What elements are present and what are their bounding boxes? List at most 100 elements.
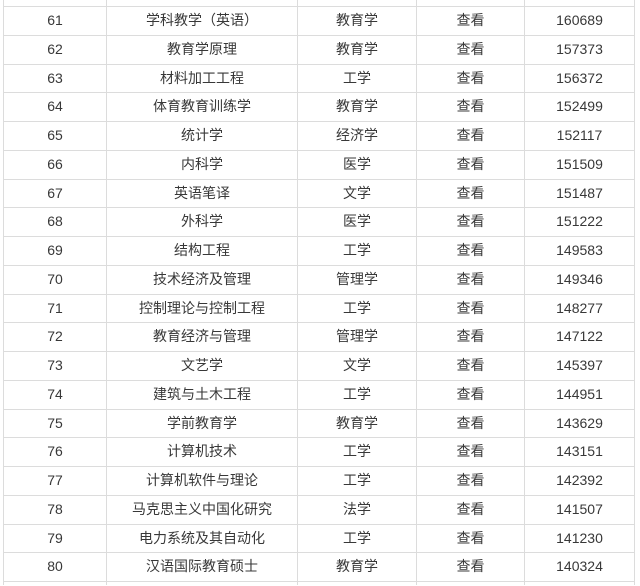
view-cell: 查看 (417, 93, 525, 122)
view-cell: 查看 (417, 208, 525, 237)
count-cell: 151222 (525, 208, 635, 237)
count-cell: 149346 (525, 265, 635, 295)
empty-cell (3, 0, 107, 7)
view-link[interactable]: 查看 (456, 443, 485, 460)
table-row: 63 材料加工工程 工学 查看 156372 (3, 64, 635, 94)
view-link[interactable]: 查看 (456, 98, 485, 115)
rank-cell: 79 (3, 524, 107, 554)
category-cell: 工学 (298, 438, 417, 467)
table-row: 67 英语笔译 文学 查看 151487 (3, 179, 635, 209)
major-cell: 内科学 (107, 150, 298, 180)
view-link[interactable]: 查看 (456, 270, 485, 287)
category-cell: 管理学 (298, 265, 417, 295)
category-cell: 教育学 (298, 553, 417, 582)
majors-ranking-table: 61 学科教学（英语） 教育学 查看 160689 62 教育学原理 教育学 查… (3, 0, 635, 585)
category-cell: 法学 (298, 495, 417, 525)
count-cell: 143629 (525, 409, 635, 439)
category-cell: 教育学 (298, 93, 417, 122)
major-cell: 文艺学 (107, 352, 298, 381)
major-cell: 计算机软件与理论 (107, 467, 298, 496)
category-cell: 工学 (298, 237, 417, 266)
view-link[interactable]: 查看 (456, 328, 485, 345)
view-link[interactable]: 查看 (456, 529, 485, 546)
rank-cell: 64 (3, 93, 107, 122)
table-row: 64 体育教育训练学 教育学 查看 152499 (3, 93, 635, 122)
empty-cell (107, 582, 298, 585)
table-row: 65 统计学 经济学 查看 152117 (3, 122, 635, 151)
category-cell: 教育学 (298, 409, 417, 439)
rank-cell: 75 (3, 409, 107, 439)
view-link[interactable]: 查看 (456, 213, 485, 230)
view-link[interactable]: 查看 (456, 385, 485, 402)
view-cell: 查看 (417, 150, 525, 180)
view-link[interactable]: 查看 (456, 69, 485, 86)
category-cell: 管理学 (298, 323, 417, 352)
count-cell: 143151 (525, 438, 635, 467)
rank-cell: 66 (3, 150, 107, 180)
major-cell: 体育教育训练学 (107, 93, 298, 122)
major-cell: 教育学原理 (107, 35, 298, 65)
view-link[interactable]: 查看 (456, 299, 485, 316)
view-link[interactable]: 查看 (456, 472, 485, 488)
view-link[interactable]: 查看 (456, 500, 485, 517)
count-cell: 148277 (525, 294, 635, 324)
empty-cell (298, 582, 417, 585)
view-cell: 查看 (417, 64, 525, 94)
rank-cell: 78 (3, 495, 107, 525)
rank-cell: 74 (3, 380, 107, 410)
view-cell: 查看 (417, 438, 525, 467)
major-cell: 马克思主义中国化研究 (107, 495, 298, 525)
empty-cell (107, 0, 298, 7)
major-cell: 电力系统及其自动化 (107, 524, 298, 554)
empty-cell (3, 582, 107, 585)
table-row: 74 建筑与土木工程 工学 查看 144951 (3, 380, 635, 410)
view-cell: 查看 (417, 35, 525, 65)
rank-cell: 67 (3, 179, 107, 209)
view-link[interactable]: 查看 (456, 155, 485, 172)
view-cell: 查看 (417, 524, 525, 554)
count-cell: 149583 (525, 237, 635, 266)
category-cell: 医学 (298, 150, 417, 180)
rank-cell: 70 (3, 265, 107, 295)
rank-cell: 65 (3, 122, 107, 151)
count-cell: 147122 (525, 323, 635, 352)
view-cell: 查看 (417, 179, 525, 209)
view-cell: 查看 (417, 467, 525, 496)
view-link[interactable]: 查看 (456, 40, 485, 57)
rank-cell: 80 (3, 553, 107, 582)
view-cell: 查看 (417, 352, 525, 381)
count-cell: 151509 (525, 150, 635, 180)
count-cell: 141507 (525, 495, 635, 525)
category-cell: 教育学 (298, 35, 417, 65)
empty-cell (525, 582, 635, 585)
table-row: 71 控制理论与控制工程 工学 查看 148277 (3, 294, 635, 324)
view-link[interactable]: 查看 (456, 12, 485, 28)
count-cell: 142392 (525, 467, 635, 496)
view-cell: 查看 (417, 122, 525, 151)
table-row: 72 教育经济与管理 管理学 查看 147122 (3, 323, 635, 352)
category-cell: 经济学 (298, 122, 417, 151)
table-row: 61 学科教学（英语） 教育学 查看 160689 (3, 7, 635, 36)
view-link[interactable]: 查看 (456, 184, 485, 201)
empty-cell (417, 582, 525, 585)
view-link[interactable]: 查看 (456, 242, 485, 258)
empty-cell (525, 0, 635, 7)
view-link[interactable]: 查看 (456, 414, 485, 431)
view-link[interactable]: 查看 (456, 357, 485, 373)
major-cell: 计算机技术 (107, 438, 298, 467)
count-cell: 145397 (525, 352, 635, 381)
table-row: 79 电力系统及其自动化 工学 查看 141230 (3, 524, 635, 554)
table-row: 70 技术经济及管理 管理学 查看 149346 (3, 265, 635, 295)
table-row: 76 计算机技术 工学 查看 143151 (3, 438, 635, 467)
table-row: 78 马克思主义中国化研究 法学 查看 141507 (3, 495, 635, 525)
major-cell: 结构工程 (107, 237, 298, 266)
rank-cell: 73 (3, 352, 107, 381)
count-cell: 160689 (525, 7, 635, 36)
major-cell: 外科学 (107, 208, 298, 237)
count-cell: 152499 (525, 93, 635, 122)
view-link[interactable]: 查看 (456, 127, 485, 143)
view-cell: 查看 (417, 237, 525, 266)
count-cell: 140324 (525, 553, 635, 582)
view-link[interactable]: 查看 (456, 558, 485, 575)
major-cell: 学科教学（英语） (107, 7, 298, 36)
